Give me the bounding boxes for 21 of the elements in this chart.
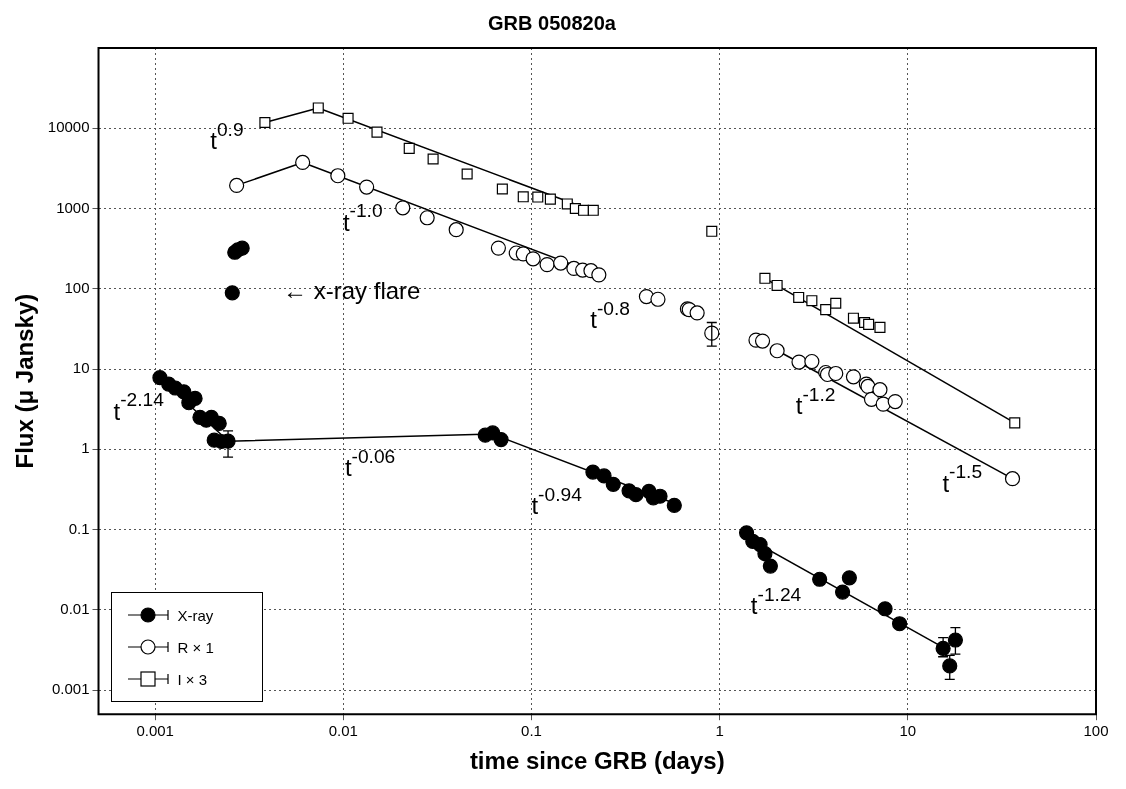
x-tick-label: 100 xyxy=(1083,722,1109,740)
x-tick-label: 0.001 xyxy=(136,722,174,740)
x-tick-label: 0.01 xyxy=(328,722,358,740)
chart-title: GRB 050820a xyxy=(488,11,617,34)
y-tick-label: 1000 xyxy=(56,198,90,216)
y-tick-label: 1 xyxy=(81,439,90,457)
y-tick-label: 10 xyxy=(72,359,90,377)
annotation: ← x-ray flare xyxy=(283,277,421,305)
legend-label: I × 3 xyxy=(177,670,209,688)
legend-label: X-ray xyxy=(177,606,215,624)
y-tick-label: 10000 xyxy=(47,118,90,136)
y-axis-title: Flux (μ Jansky) xyxy=(11,293,39,469)
y-tick-label: 0.1 xyxy=(68,519,90,537)
x-tick-label: 1 xyxy=(715,722,724,740)
y-tick-label: 100 xyxy=(64,278,90,296)
legend-label: R × 1 xyxy=(177,638,215,656)
x-tick-label: 0.1 xyxy=(521,722,542,740)
x-tick-label: 10 xyxy=(899,722,917,740)
y-tick-label: 0.001 xyxy=(51,680,90,698)
x-axis-title: time since GRB (days) xyxy=(469,747,725,775)
y-tick-label: 0.01 xyxy=(60,599,90,617)
